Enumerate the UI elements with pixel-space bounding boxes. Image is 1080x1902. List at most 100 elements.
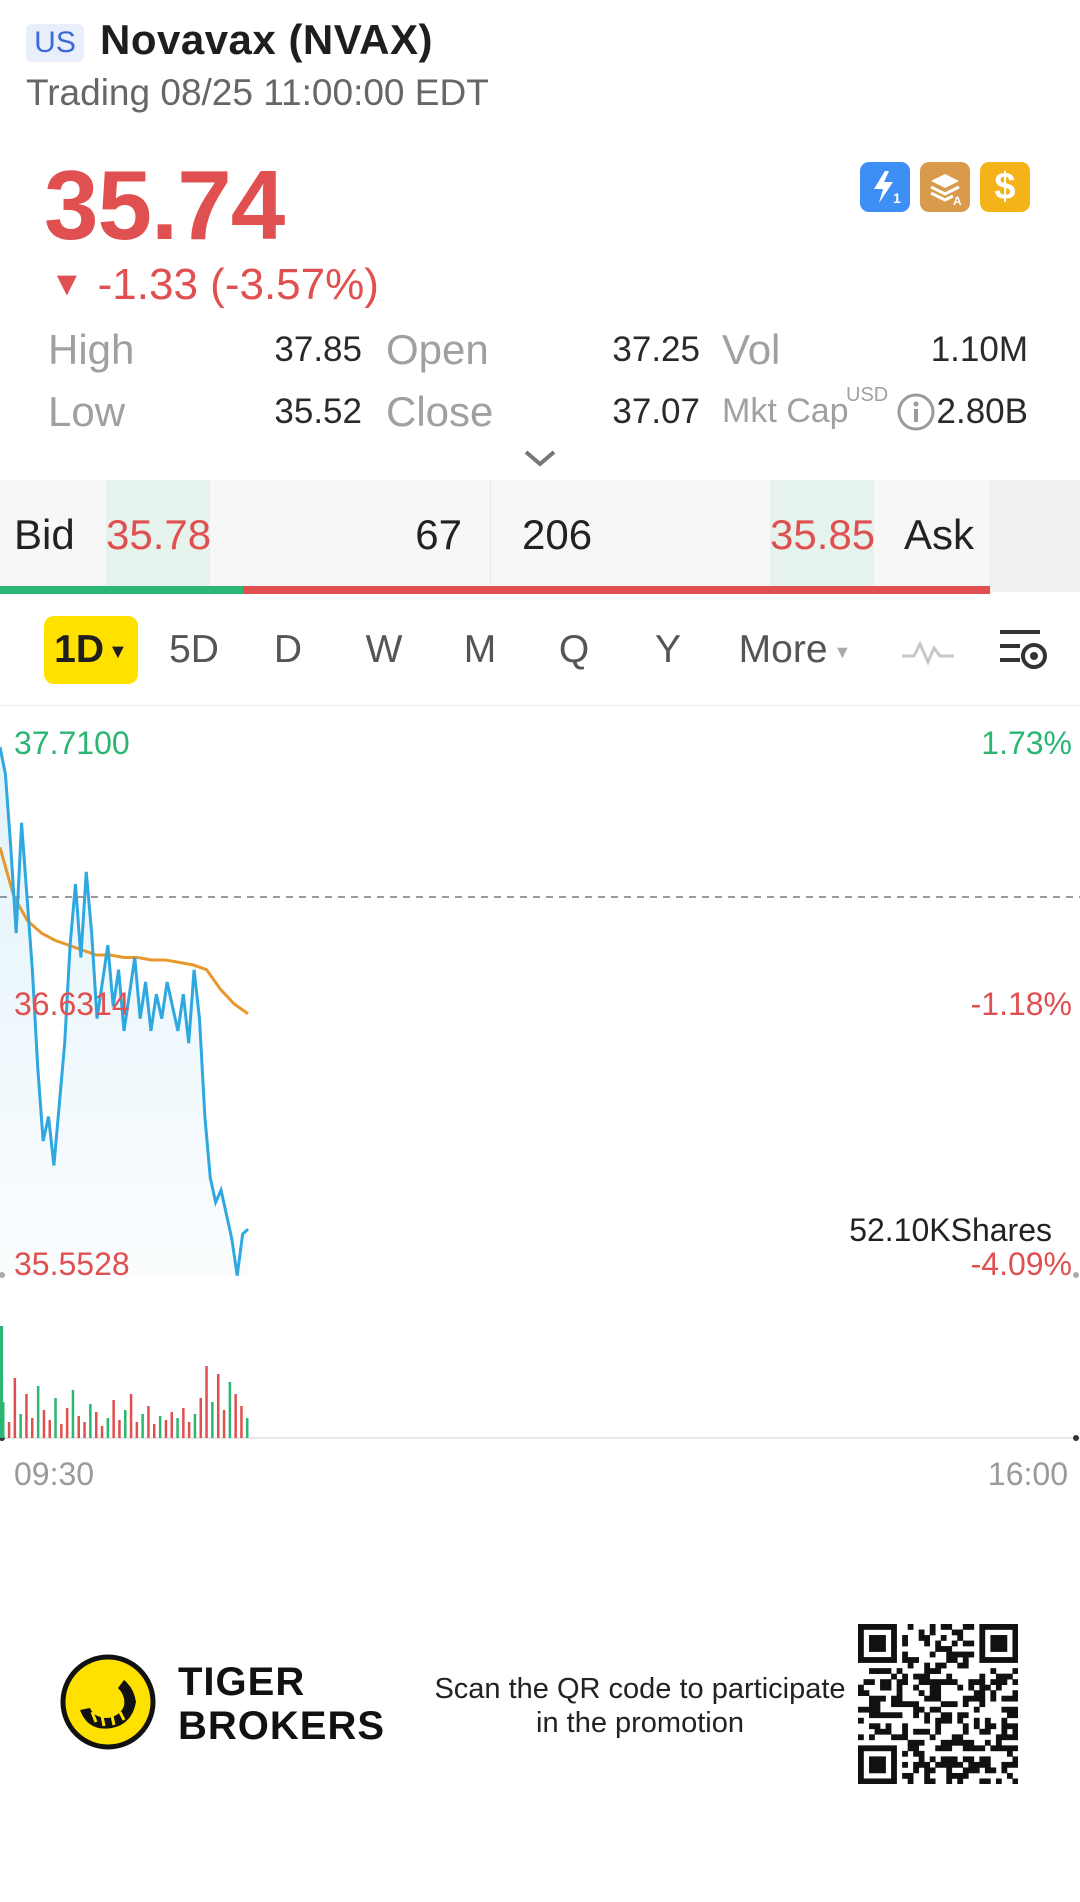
volume-bar <box>100 1426 104 1438</box>
volume-bar <box>60 1424 63 1438</box>
chart-settings-icon[interactable] <box>996 622 1052 678</box>
tab-1d-label: 1D <box>54 628 105 671</box>
brand-line-2: BROKERS <box>178 1704 386 1748</box>
volume-bar <box>0 1326 3 1438</box>
close-label: Close <box>386 388 494 435</box>
tab-more[interactable]: More ▼ <box>730 616 860 684</box>
trading-status: Trading 08/25 11:00:00 EDT <box>26 72 489 113</box>
orderbook-divider <box>490 480 491 590</box>
y-high-label: 37.7100 <box>14 725 130 761</box>
volume-bar <box>83 1422 86 1438</box>
mktcap-currency: USD <box>846 384 889 406</box>
price-line <box>0 746 250 1276</box>
volume-bar <box>19 1414 22 1438</box>
svg-text:1: 1 <box>893 190 901 206</box>
volume-bars <box>0 1326 249 1438</box>
low-value: 35.52 <box>274 392 362 431</box>
orderbook-edge <box>990 480 1080 592</box>
volume-bar <box>65 1408 69 1438</box>
volume-bar <box>2 1402 5 1438</box>
tab-1d[interactable]: 1D ▼ <box>44 616 138 684</box>
volume-bar <box>240 1406 243 1438</box>
tab-w[interactable]: W <box>365 628 403 671</box>
tab-q[interactable]: Q <box>558 628 590 671</box>
volume-bar <box>222 1410 226 1438</box>
x-start-label: 09:30 <box>14 1456 95 1492</box>
y-low-label: 35.5528 <box>14 1246 130 1282</box>
volume-bar <box>234 1394 237 1438</box>
orderbook[interactable]: Bid 35.78 67 206 35.85 Ask <box>0 480 1080 594</box>
svg-text:A: A <box>953 194 962 207</box>
tab-5d[interactable]: 5D <box>169 628 219 671</box>
tab-m[interactable]: M <box>463 628 497 671</box>
volume-bar <box>48 1420 51 1438</box>
volume-bar <box>182 1408 185 1438</box>
stock-name[interactable]: Novavax (NVAX) <box>100 16 433 63</box>
volume-bar <box>36 1386 40 1438</box>
qr-code[interactable] <box>858 1624 1019 1785</box>
x-end-label: 16:00 <box>987 1456 1068 1492</box>
volume-bar <box>246 1418 249 1438</box>
dollar-icon[interactable]: $ <box>980 162 1030 212</box>
x-axis-end-dot <box>1073 1435 1079 1441</box>
volume-bar <box>228 1382 232 1438</box>
lightning-level1-icon[interactable]: 1 <box>860 162 910 212</box>
high-value: 37.85 <box>274 330 362 369</box>
vol-value: 1.10M <box>930 330 1028 369</box>
last-price: 35.74 <box>44 150 285 260</box>
brand-line-1: TIGER <box>178 1660 306 1704</box>
volume-bar <box>129 1394 133 1438</box>
bid-price: 35.78 <box>106 511 212 558</box>
intraday-chart[interactable]: 37.7100 1.73% 36.6314 -1.18% 52.10KShare… <box>0 710 1080 1510</box>
volume-bar <box>135 1422 139 1438</box>
ask-label: Ask <box>904 511 975 558</box>
volume-bar <box>71 1390 75 1438</box>
volume-bar <box>77 1416 80 1438</box>
volume-bar <box>199 1398 202 1438</box>
volume-bar <box>31 1418 34 1438</box>
bid-size: 67 <box>415 511 462 558</box>
open-value: 37.25 <box>612 330 700 369</box>
volume-bar <box>158 1416 162 1438</box>
volume-bar <box>164 1420 168 1438</box>
volume-bar <box>176 1418 179 1438</box>
volume-bar <box>25 1394 28 1438</box>
volume-bar <box>95 1412 98 1438</box>
mktcap-value: 2.80B <box>936 392 1028 431</box>
indicator-wave-icon[interactable] <box>900 626 956 676</box>
tab-more-label: More <box>738 628 828 671</box>
tiger-brokers-logo <box>60 1654 156 1750</box>
price-change: ▼ -1.33 (-3.57%) <box>50 260 379 310</box>
volume-bar <box>205 1366 208 1438</box>
bid-label: Bid <box>14 511 75 558</box>
volume-bar <box>153 1424 156 1438</box>
volume-bar <box>112 1400 115 1438</box>
bid-ratio-bar <box>0 586 243 594</box>
layers-a-icon[interactable]: A <box>920 162 970 212</box>
tab-d[interactable]: D <box>273 628 303 671</box>
volume-bar <box>118 1420 121 1438</box>
ask-depth-bar <box>770 480 874 590</box>
volume-bar <box>42 1410 46 1438</box>
chart-svg <box>0 746 1080 1441</box>
ask-size: 206 <box>522 511 593 558</box>
pct-low-label: -4.09% <box>970 1246 1072 1282</box>
volume-bar <box>211 1402 214 1438</box>
volume-bar <box>7 1422 11 1438</box>
volume-bar <box>193 1414 197 1438</box>
caret-down-icon: ▼ <box>833 642 852 662</box>
volume-bar <box>89 1404 92 1438</box>
period-tabs: 1D ▼ 5D D W M Q Y More ▼ <box>0 596 1080 706</box>
price-change-value: -1.33 (-3.57%) <box>97 260 379 309</box>
volume-bar <box>170 1412 173 1438</box>
chevron-down-icon[interactable] <box>520 444 560 474</box>
promo-text: Scan the QR code to participate in the p… <box>434 1673 846 1739</box>
volume-bar <box>187 1422 191 1438</box>
info-icon[interactable] <box>896 392 936 432</box>
qr-code-image <box>858 1624 1019 1785</box>
high-label: High <box>48 326 135 373</box>
volume-bar <box>106 1418 110 1438</box>
pct-mid-label: -1.18% <box>970 986 1072 1022</box>
bid-depth-bar <box>106 480 210 590</box>
tab-y[interactable]: Y <box>654 628 681 671</box>
